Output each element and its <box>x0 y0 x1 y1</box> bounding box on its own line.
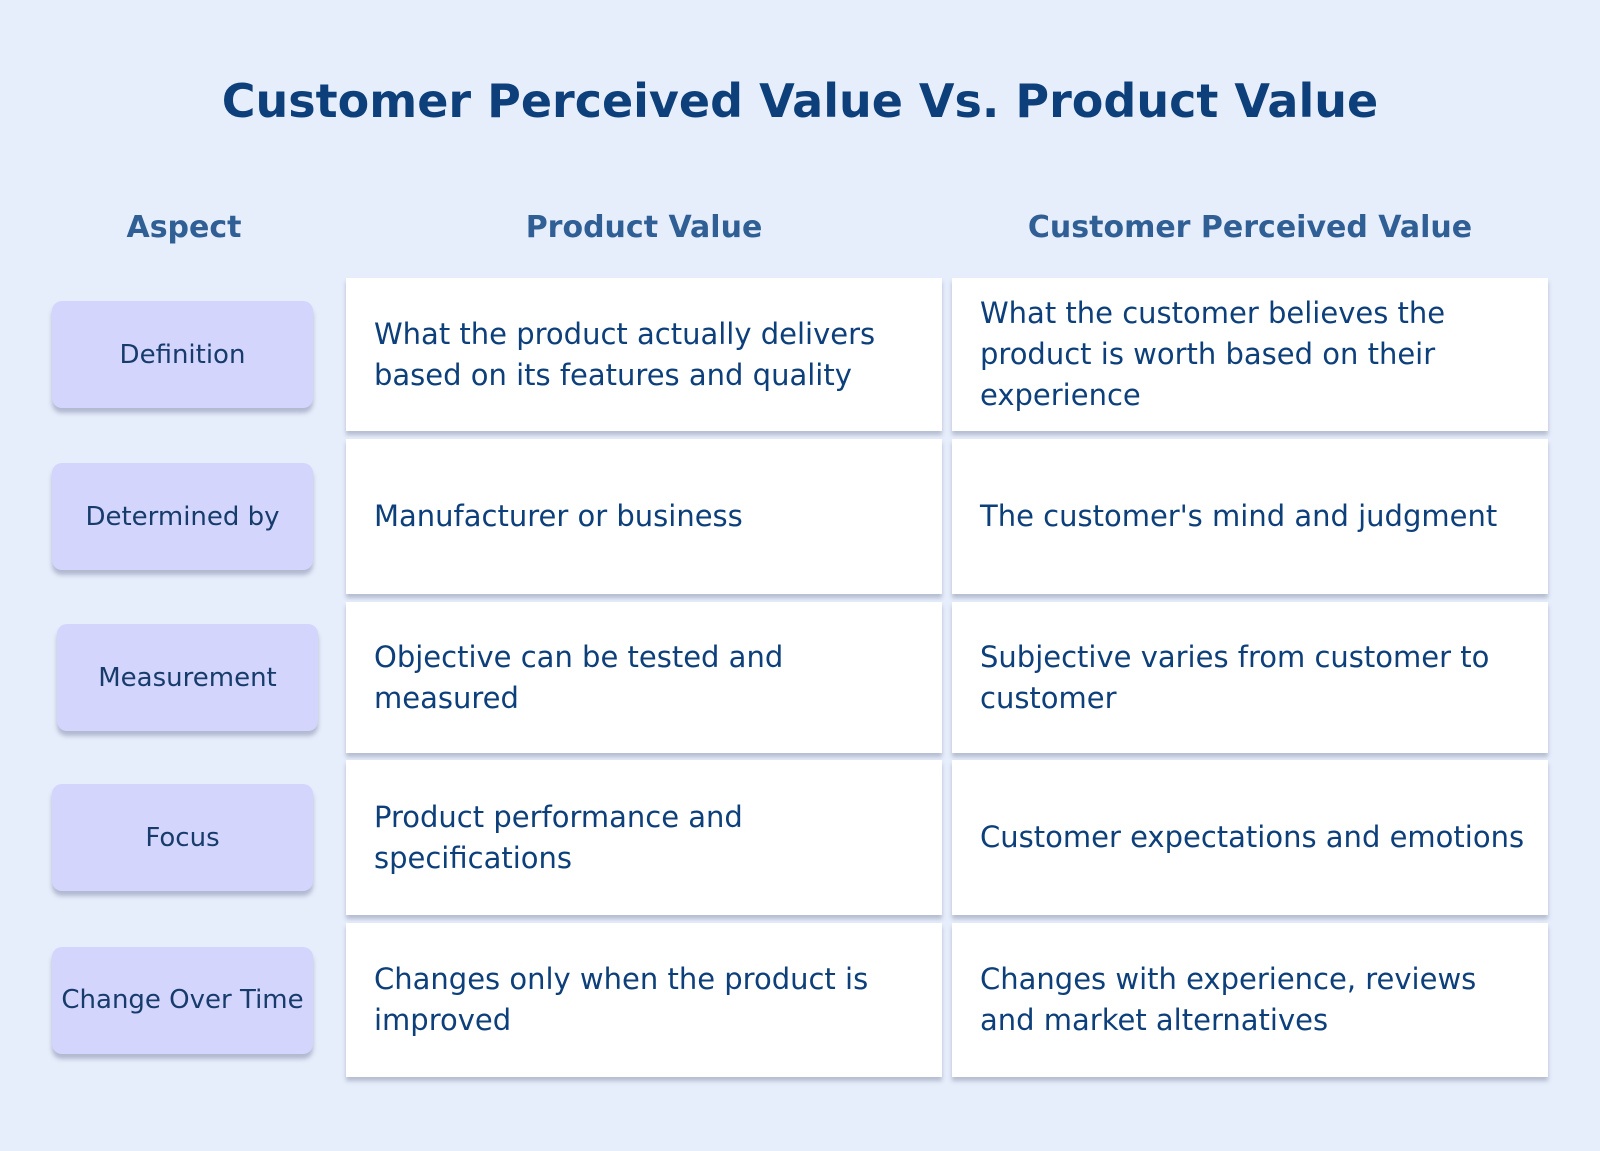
aspect-label: Focus <box>52 784 313 891</box>
customer-value-cell: Changes with experience, reviews and mar… <box>952 923 1548 1077</box>
column-header: Customer Perceived Value <box>1027 210 1473 245</box>
product-value-cell: Objective can be tested and measured <box>346 602 942 753</box>
customer-value-cell: The customer's mind and judgment <box>952 439 1548 594</box>
aspect-label: Determined by <box>52 463 313 570</box>
product-value-cell: Product performance and specifications <box>346 760 942 915</box>
product-value-cell: Manufacturer or business <box>346 439 942 594</box>
product-value-cell: What the product actually delivers based… <box>346 278 942 431</box>
customer-value-cell: What the customer believes the product i… <box>952 278 1548 431</box>
aspect-label: Change Over Time <box>52 946 313 1054</box>
column-header: Aspect <box>126 210 242 245</box>
column-header: Product Value <box>525 210 763 245</box>
product-value-cell: Changes only when the product is improve… <box>346 923 942 1077</box>
aspect-label: Measurement <box>57 624 318 731</box>
page-title: Customer Perceived Value Vs. Product Val… <box>221 74 1379 128</box>
customer-value-cell: Customer expectations and emotions <box>952 760 1548 915</box>
customer-value-cell: Subjective varies from customer to custo… <box>952 602 1548 753</box>
aspect-label: Definition <box>52 301 313 408</box>
